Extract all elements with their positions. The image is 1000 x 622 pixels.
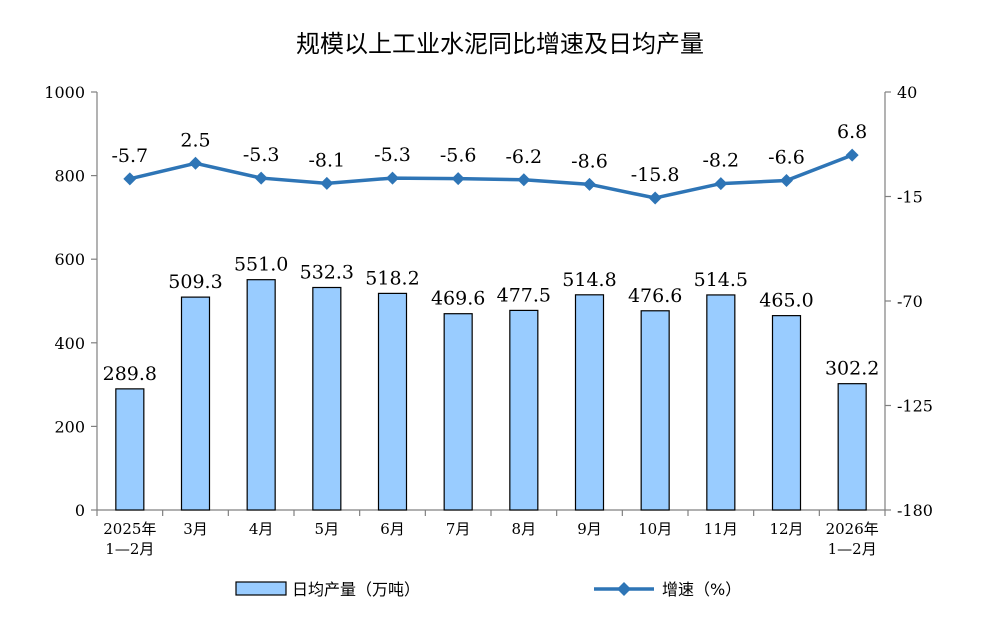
line-series: -5.7 2.5 -5.3 -8.1 -5.3 -5.6 -6.2 -8.6 -15.8 -8.2… — [112, 121, 867, 205]
line-value-label: -6.2 — [506, 146, 543, 168]
legend-line-marker — [617, 582, 631, 596]
line-value-label: -5.3 — [374, 144, 411, 166]
line-point — [189, 156, 202, 170]
bar-series: 289.8 509.3 551.0 532.3 518.2 469.6 477.5 514.8… — [103, 254, 879, 511]
left-tick-label: 800 — [54, 167, 85, 186]
bar — [706, 294, 736, 511]
line-point — [123, 172, 137, 186]
left-tick-label: 200 — [54, 417, 85, 436]
line-value-label: 2.5 — [180, 129, 210, 151]
axes: 0 200 400 600 800 1000 -180 -125 -70 -15 40 — [44, 83, 933, 520]
category-label: 2026年 1—2月 — [826, 520, 879, 558]
category-label: 9月 — [577, 520, 602, 538]
bar — [312, 286, 342, 511]
line-point — [648, 191, 662, 205]
line-point — [254, 171, 268, 185]
line-point — [780, 174, 793, 188]
line-value-label: -8.2 — [703, 150, 740, 172]
right-tick-label: -180 — [897, 501, 933, 520]
category-label: 5月 — [315, 520, 340, 538]
category-label: 12月 — [769, 520, 803, 538]
bar — [574, 294, 605, 511]
category-label: 6月 — [380, 520, 405, 538]
bar-value-label: 302.2 — [825, 358, 879, 380]
right-tick-label: 40 — [897, 83, 917, 102]
chart-title: 规模以上工业水泥同比增速及日均产量 — [296, 30, 704, 58]
growth-line — [129, 153, 853, 200]
bar-value-label: 551.0 — [234, 254, 288, 276]
bar — [509, 309, 539, 511]
bar-value-label: 476.6 — [628, 285, 682, 307]
bar-value-label: 532.3 — [300, 261, 354, 283]
left-tick-label: 400 — [54, 334, 85, 353]
category-label: 11月 — [704, 520, 738, 538]
bar-value-label: 477.5 — [497, 284, 551, 306]
legend-bar-label: 日均产量（万吨） — [292, 580, 420, 599]
bar-value-label: 469.6 — [431, 288, 485, 310]
bar-value-label: 289.8 — [103, 363, 157, 385]
bar — [115, 388, 145, 511]
bar — [837, 383, 867, 511]
line-value-label: -15.8 — [631, 164, 680, 186]
bar — [771, 315, 802, 511]
line-value-label: -5.6 — [440, 145, 477, 167]
bar-value-label: 509.3 — [168, 271, 222, 293]
left-tick-label: 600 — [54, 250, 85, 269]
category-labels: 2025年 1—2月 3月 4月 5月 6月 7月 8月 9月 10月 11月 12月 2026年 1—2… — [103, 520, 879, 558]
category-label: 7月 — [446, 520, 471, 538]
bar-value-label: 465.0 — [759, 290, 813, 312]
line-value-label: 6.8 — [837, 121, 867, 143]
bar — [443, 313, 473, 511]
right-tick-label: -125 — [897, 397, 933, 416]
line-point — [583, 177, 596, 191]
line-value-label: -6.6 — [768, 147, 805, 169]
line-value-label: -8.1 — [309, 149, 346, 171]
category-label: 3月 — [183, 520, 208, 538]
category-label: 4月 — [249, 520, 274, 538]
category-label: 10月 — [638, 520, 672, 538]
line-value-label: -8.6 — [571, 150, 608, 172]
legend: 日均产量（万吨） 增速（%） — [235, 580, 741, 599]
right-tick-label: -70 — [897, 292, 923, 311]
left-tick-label: 0 — [75, 501, 85, 520]
line-point — [451, 172, 465, 186]
line-point — [714, 177, 728, 191]
line-value-label: -5.7 — [112, 145, 149, 167]
right-tick-label: -15 — [897, 188, 923, 207]
bar-value-label: 514.8 — [562, 269, 616, 291]
bar-value-label: 514.5 — [694, 269, 748, 291]
line-point — [320, 176, 334, 190]
bar-value-label: 518.2 — [365, 267, 419, 289]
left-tick-label: 1000 — [44, 83, 85, 102]
legend-line-label: 增速（%） — [662, 580, 741, 599]
category-label: 8月 — [512, 520, 537, 538]
bar — [377, 292, 408, 511]
bar — [246, 279, 276, 511]
line-point — [845, 148, 859, 162]
category-label: 2025年 1—2月 — [103, 520, 156, 558]
bar — [640, 310, 670, 511]
legend-bar-swatch — [235, 581, 287, 596]
line-point — [517, 173, 531, 187]
line-value-label: -5.3 — [243, 144, 280, 166]
line-point — [386, 171, 399, 185]
bar — [180, 296, 211, 511]
